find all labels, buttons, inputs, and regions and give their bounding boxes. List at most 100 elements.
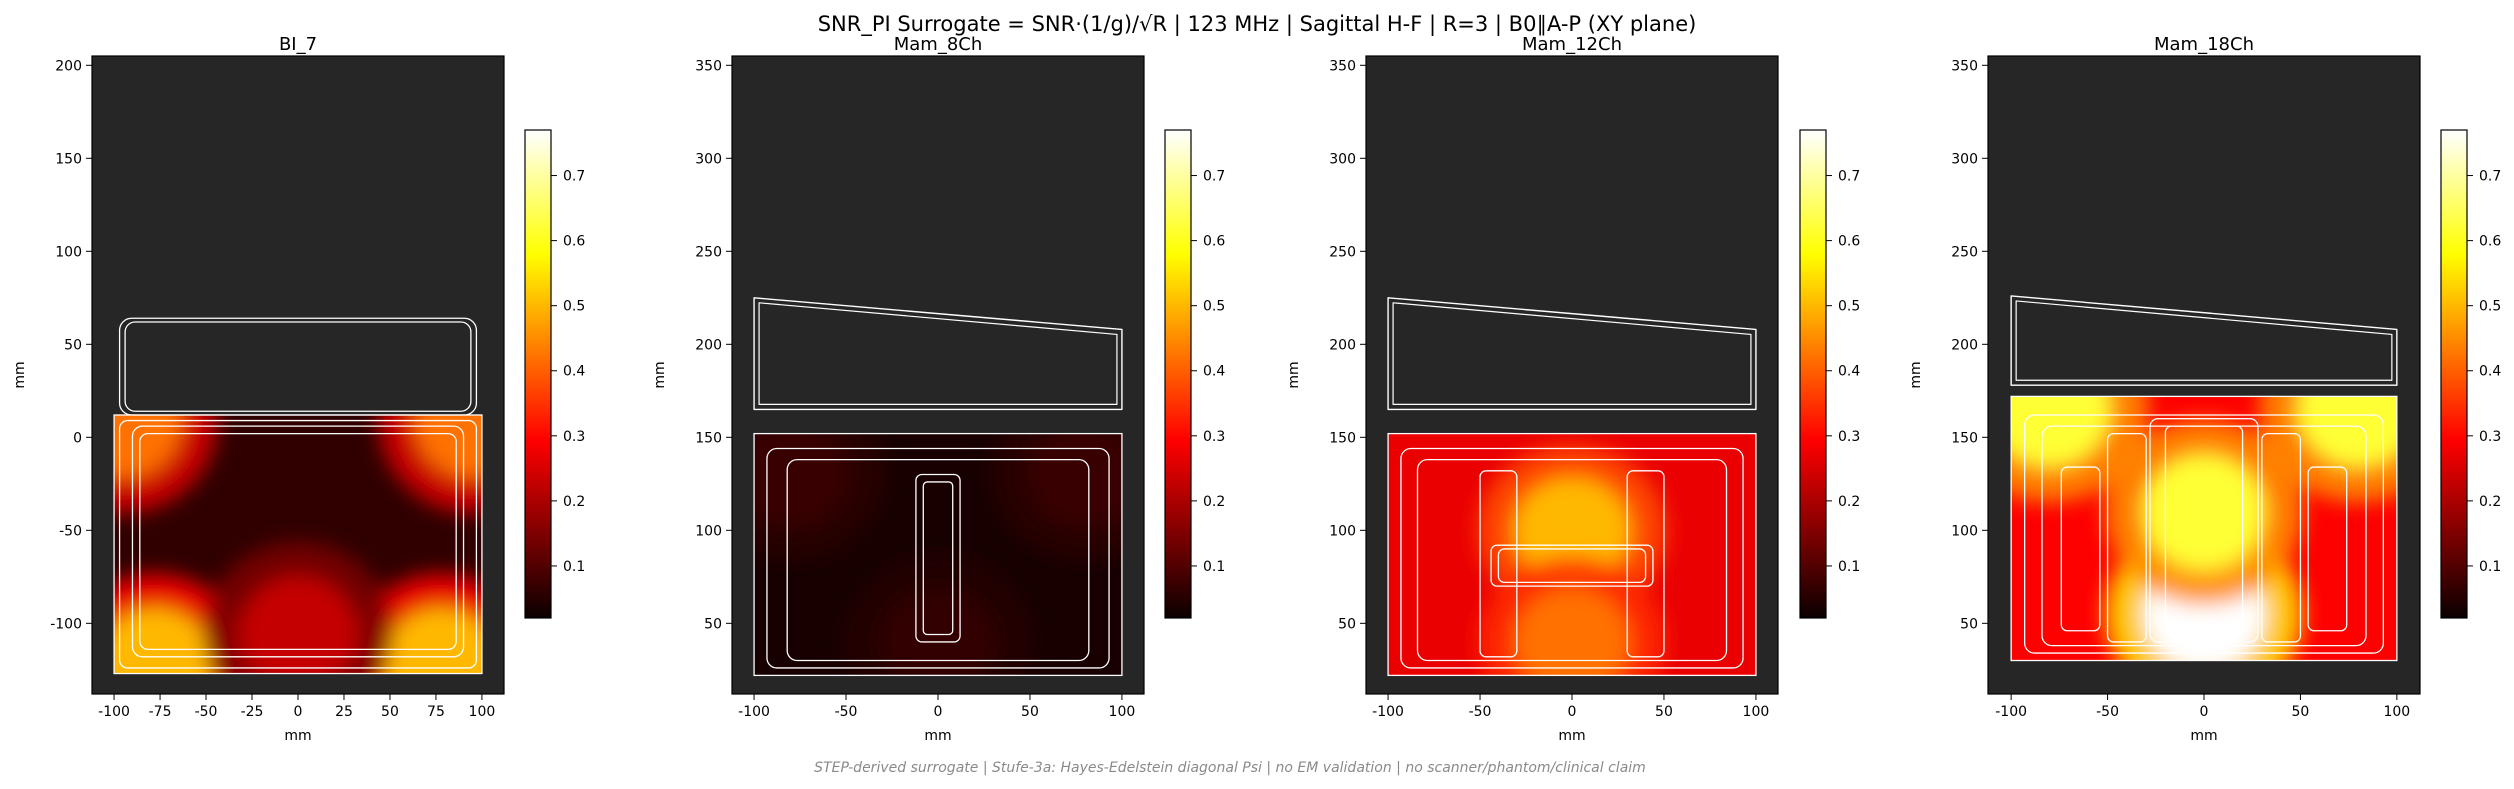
colorbar-tick-label: 0.6 [2479, 234, 2501, 250]
coil-outlines [113, 317, 483, 675]
colorbar-tick-label: 0.4 [2479, 364, 2501, 380]
figure-suptitle: SNR_PI Surrogate = SNR·(1/g)/√R | 123 MH… [818, 12, 1697, 37]
colorbar-tick-label: 0.5 [2479, 299, 2501, 315]
colorbar-tick-label: 0.6 [1838, 234, 1860, 250]
coil-loop [124, 321, 472, 412]
colorbar-tick-label: 0.1 [563, 559, 585, 575]
colorbar-tick-label: 0.3 [1203, 429, 1225, 445]
panel-title: Mam_8Ch [894, 34, 983, 55]
x-tick-label: 100 [1743, 704, 1770, 720]
x-tick-label: -50 [835, 704, 858, 720]
x-axis-label: mm [284, 728, 311, 744]
y-axis-label: mm [12, 361, 28, 388]
heatmap-hotspot [754, 433, 850, 528]
y-tick-label: 50 [1338, 616, 1356, 632]
coil-loop [786, 458, 1090, 662]
colorbar-tick-label: 0.5 [1838, 299, 1860, 315]
y-tick-label: 50 [64, 337, 82, 353]
colorbar [1164, 129, 1192, 619]
x-tick-label: -50 [2096, 704, 2119, 720]
colorbar-tick-label: 0.4 [1838, 364, 1860, 380]
colorbar [524, 129, 552, 619]
coil-outlines [753, 297, 1123, 677]
colorbar [2440, 129, 2468, 619]
coil-loop [2149, 418, 2259, 643]
coil-loop [2164, 425, 2244, 636]
coil-loop [2307, 466, 2348, 632]
colorbar-tick-label: 0.2 [563, 494, 585, 510]
heatmap-hotspot [413, 414, 482, 480]
coil-loop [1497, 548, 1647, 584]
x-axis-label: mm [1558, 728, 1585, 744]
x-tick-label: 100 [469, 704, 496, 720]
coil-loop [2010, 395, 2398, 662]
y-tick-label: 350 [1951, 58, 1978, 74]
x-tick-label: -100 [98, 704, 130, 720]
x-tick-label: 100 [1109, 704, 1136, 720]
y-tick-label: 250 [695, 244, 722, 260]
x-axis-label: mm [2190, 728, 2217, 744]
colorbar-tick-label: 0.2 [1838, 494, 1860, 510]
y-tick-label: -100 [50, 616, 82, 632]
colorbar-tick-label: 0.3 [1838, 429, 1860, 445]
y-axis-label: mm [1908, 361, 1924, 388]
upper-coil-loop [1392, 302, 1752, 406]
y-axis-label: mm [652, 361, 668, 388]
coil-loop [2261, 432, 2302, 643]
y-tick-label: 150 [55, 151, 82, 167]
y-tick-label: 100 [695, 523, 722, 539]
y-tick-label: 300 [1329, 151, 1356, 167]
x-tick-label: -50 [1469, 704, 1492, 720]
panel-title: Mam_18Ch [2154, 34, 2254, 55]
colorbar [1799, 129, 1827, 619]
coil-loop [2060, 466, 2101, 632]
colorbar-tick-label: 0.5 [1203, 299, 1225, 315]
x-tick-label: -25 [241, 704, 264, 720]
colorbar-tick-label: 0.2 [1203, 494, 1225, 510]
y-tick-label: 150 [1329, 430, 1356, 446]
x-tick-label: 50 [1655, 704, 1673, 720]
y-tick-label: 200 [55, 58, 82, 74]
upper-coil-loop [1387, 297, 1757, 411]
coil-loop [2106, 432, 2147, 643]
y-tick-label: 50 [1960, 616, 1978, 632]
coil-loop [766, 447, 1110, 669]
coil-loop [1490, 544, 1654, 587]
x-tick-label: -100 [1372, 704, 1404, 720]
colorbar-tick-label: 0.3 [563, 429, 585, 445]
colorbar-tick-label: 0.3 [2479, 429, 2501, 445]
y-tick-label: 350 [695, 58, 722, 74]
panel-title: Mam_12Ch [1522, 34, 1622, 55]
heatmap-hotspot [239, 575, 357, 674]
y-tick-label: 200 [695, 337, 722, 353]
heatmap-hotspot [1513, 588, 1631, 676]
colorbar-tick-label: 0.4 [563, 364, 585, 380]
y-tick-label: 250 [1951, 244, 1978, 260]
heatmap-field [2011, 396, 2397, 661]
coil-loop [1400, 447, 1744, 669]
y-tick-label: 50 [704, 616, 722, 632]
x-tick-label: 100 [2383, 704, 2410, 720]
heatmap-hotspot [2011, 396, 2112, 468]
y-tick-label: 150 [695, 430, 722, 446]
upper-coil-loop [758, 302, 1118, 406]
upper-coil-loop [753, 297, 1123, 411]
colorbar-tick-label: 0.7 [2479, 169, 2501, 185]
heatmap-field [754, 433, 1122, 676]
coil-loop [922, 481, 954, 636]
coil-loop [1626, 470, 1665, 658]
y-tick-label: 200 [1329, 337, 1356, 353]
coil-loop [1479, 470, 1518, 658]
heatmap-hotspot [2142, 453, 2266, 570]
colorbar-tick-label: 0.6 [1203, 234, 1225, 250]
y-tick-label: 100 [55, 244, 82, 260]
y-axis-label: mm [1286, 361, 1302, 388]
colorbar-tick-label: 0.1 [1838, 559, 1860, 575]
y-tick-label: 100 [1329, 523, 1356, 539]
x-tick-label: 75 [427, 704, 445, 720]
x-tick-label: -50 [195, 704, 218, 720]
colorbar-tick-label: 0.7 [1838, 169, 1860, 185]
panel-1: -100 -50 0 50 100 50 100 150 200 250 300 350 Mam_8Ch… [652, 34, 1225, 744]
panel-title: BI_7 [279, 34, 317, 55]
x-tick-label: 50 [381, 704, 399, 720]
